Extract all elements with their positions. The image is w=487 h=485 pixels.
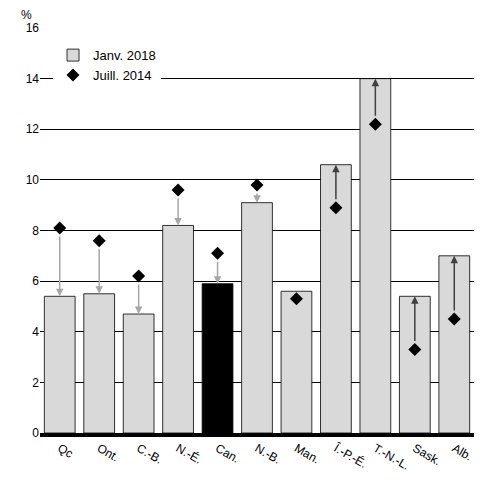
svg-text:10: 10	[26, 173, 40, 187]
svg-text:T.-N.-L.: T.-N.-L.	[371, 441, 412, 473]
svg-text:4: 4	[32, 325, 39, 339]
svg-text:Qc: Qc	[55, 441, 75, 461]
svg-text:Janv. 2018: Janv. 2018	[93, 48, 156, 63]
svg-text:Juill. 2014: Juill. 2014	[93, 68, 152, 83]
svg-text:Ont.: Ont.	[95, 441, 122, 464]
svg-text:Î.-P.-É.: Î.-P.-É.	[331, 440, 370, 471]
svg-text:Man.: Man.	[292, 441, 322, 466]
svg-text:N.-É.: N.-É.	[174, 440, 205, 467]
svg-text:N.-B.: N.-B.	[253, 441, 284, 467]
svg-text:0: 0	[32, 426, 39, 440]
svg-text:16: 16	[26, 21, 40, 35]
svg-text:14: 14	[26, 72, 40, 86]
svg-text:6: 6	[32, 274, 39, 288]
svg-text:Alb.: Alb.	[450, 441, 475, 463]
svg-text:Can.: Can.	[213, 441, 242, 466]
svg-text:C.-B.: C.-B.	[134, 441, 165, 467]
svg-text:12: 12	[26, 122, 40, 136]
svg-text:%: %	[21, 8, 32, 22]
svg-text:8: 8	[32, 224, 39, 238]
svg-text:Sask.: Sask.	[410, 441, 443, 468]
svg-text:2: 2	[32, 376, 39, 390]
